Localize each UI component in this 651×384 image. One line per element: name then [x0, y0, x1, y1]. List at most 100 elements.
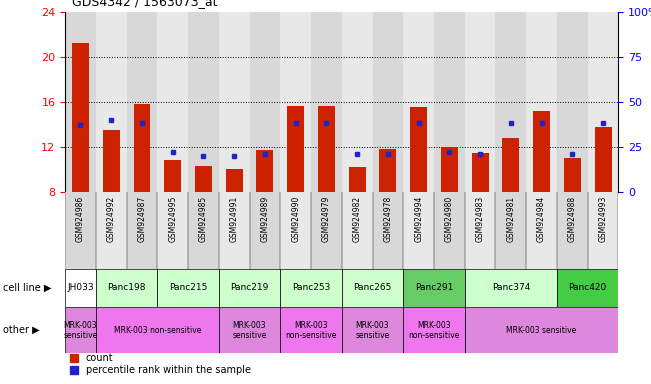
Bar [403, 12, 434, 192]
Text: MRK-003
sensitive: MRK-003 sensitive [232, 321, 267, 340]
Bar [65, 307, 96, 353]
Bar [495, 192, 526, 269]
Bar [564, 158, 581, 192]
Bar [342, 12, 372, 192]
Bar [219, 269, 281, 307]
Bar [65, 192, 96, 269]
Text: GSM924995: GSM924995 [168, 196, 177, 242]
Bar [557, 269, 618, 307]
Text: JH033: JH033 [67, 283, 94, 293]
Bar [126, 12, 158, 192]
Bar [557, 12, 588, 192]
Bar [434, 12, 465, 192]
Text: GSM924981: GSM924981 [506, 196, 516, 242]
Bar [372, 12, 403, 192]
Bar [311, 12, 342, 192]
Text: MRK-003 sensitive: MRK-003 sensitive [506, 326, 577, 335]
Bar [403, 307, 465, 353]
Bar [249, 12, 281, 192]
Bar [372, 192, 403, 269]
Text: MRK-003 non-sensitive: MRK-003 non-sensitive [114, 326, 201, 335]
Bar [72, 43, 89, 192]
Text: Panc374: Panc374 [492, 283, 530, 293]
Bar [594, 127, 611, 192]
Bar [287, 106, 304, 192]
Bar [434, 192, 465, 269]
Text: GSM924990: GSM924990 [291, 196, 300, 242]
Bar [465, 192, 495, 269]
Bar [588, 12, 618, 192]
Bar [380, 149, 396, 192]
Bar [588, 192, 618, 269]
Bar [526, 12, 557, 192]
Bar [342, 269, 403, 307]
Bar [158, 12, 188, 192]
Text: GSM924994: GSM924994 [414, 196, 423, 242]
Text: GSM924978: GSM924978 [383, 196, 393, 242]
Bar [281, 12, 311, 192]
Bar [96, 307, 219, 353]
Bar [311, 192, 342, 269]
Bar [503, 138, 519, 192]
Bar [219, 12, 249, 192]
Bar [557, 192, 588, 269]
Text: GDS4342 / 1563073_at: GDS4342 / 1563073_at [72, 0, 217, 8]
Bar [249, 192, 281, 269]
Text: MRK-003
sensitive: MRK-003 sensitive [63, 321, 98, 340]
Text: GSM924991: GSM924991 [230, 196, 239, 242]
Bar [65, 12, 96, 192]
Text: GSM924985: GSM924985 [199, 196, 208, 242]
Text: GSM924989: GSM924989 [260, 196, 270, 242]
Bar [410, 108, 427, 192]
Bar [495, 12, 526, 192]
Text: other ▶: other ▶ [3, 325, 40, 335]
Bar [318, 106, 335, 192]
Bar [158, 192, 188, 269]
Bar [281, 269, 342, 307]
Bar [195, 166, 212, 192]
Bar [403, 192, 434, 269]
Text: GSM924984: GSM924984 [537, 196, 546, 242]
Text: cell line ▶: cell line ▶ [3, 283, 51, 293]
Bar [188, 192, 219, 269]
Bar [164, 161, 181, 192]
Bar [465, 269, 557, 307]
Bar [126, 192, 158, 269]
Text: GSM924992: GSM924992 [107, 196, 116, 242]
Bar [281, 307, 342, 353]
Text: GSM924980: GSM924980 [445, 196, 454, 242]
Bar [526, 192, 557, 269]
Text: GSM924979: GSM924979 [322, 196, 331, 242]
Bar [342, 307, 403, 353]
Bar [158, 269, 219, 307]
Bar [188, 12, 219, 192]
Text: Panc291: Panc291 [415, 283, 453, 293]
Bar [472, 152, 488, 192]
Bar [96, 269, 158, 307]
Bar [533, 111, 550, 192]
Text: GSM924993: GSM924993 [598, 196, 607, 242]
Text: Panc198: Panc198 [107, 283, 146, 293]
Text: Panc253: Panc253 [292, 283, 330, 293]
Text: MRK-003
non-sensitive: MRK-003 non-sensitive [408, 321, 460, 340]
Bar [103, 130, 120, 192]
Bar [441, 147, 458, 192]
Text: Panc265: Panc265 [353, 283, 392, 293]
Text: Panc219: Panc219 [230, 283, 269, 293]
Legend: count, percentile rank within the sample: count, percentile rank within the sample [70, 353, 251, 375]
Text: GSM924983: GSM924983 [476, 196, 484, 242]
Text: GSM924986: GSM924986 [76, 196, 85, 242]
Text: Panc215: Panc215 [169, 283, 207, 293]
Bar [256, 150, 273, 192]
Bar [342, 192, 372, 269]
Bar [465, 12, 495, 192]
Bar [465, 307, 618, 353]
Text: GSM924982: GSM924982 [353, 196, 362, 242]
Text: GSM924987: GSM924987 [137, 196, 146, 242]
Bar [226, 169, 243, 192]
Text: MRK-003
non-sensitive: MRK-003 non-sensitive [285, 321, 337, 340]
Bar [133, 104, 150, 192]
Bar [281, 192, 311, 269]
Bar [65, 269, 96, 307]
Bar [349, 167, 366, 192]
